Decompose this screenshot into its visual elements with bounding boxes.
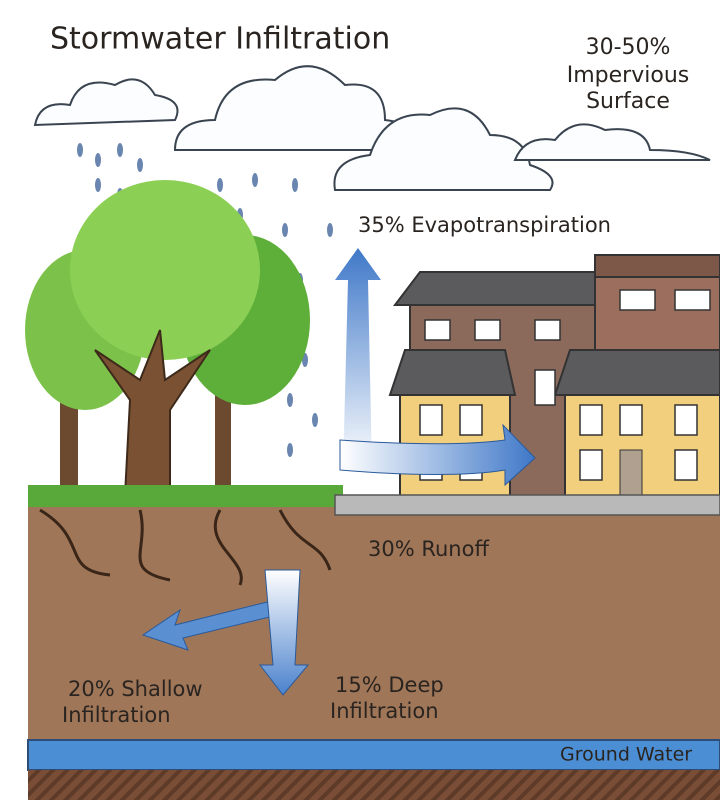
surface-label: Surface xyxy=(586,89,670,114)
bedrock xyxy=(28,770,720,800)
surface-label: 30-50% xyxy=(586,35,671,60)
surface-label: Impervious xyxy=(567,63,689,88)
ground-water-label: Ground Water xyxy=(560,744,692,766)
grass xyxy=(28,485,343,507)
shallow-infiltration-label: 20% Shallow xyxy=(68,677,203,701)
illustration: Stormwater Infiltration 30-50% Imperviou… xyxy=(0,0,720,803)
evapotranspiration-label: 35% Evapotranspiration xyxy=(358,213,611,237)
deep-infiltration-label: 15% Deep xyxy=(335,673,444,697)
title: Stormwater Infiltration xyxy=(50,22,390,57)
trees xyxy=(25,180,310,495)
shallow-infiltration-label: Infiltration xyxy=(62,703,171,727)
deep-infiltration-label: Infiltration xyxy=(330,699,439,723)
runoff-label: 30% Runoff xyxy=(368,537,489,561)
sidewalk xyxy=(335,495,720,515)
